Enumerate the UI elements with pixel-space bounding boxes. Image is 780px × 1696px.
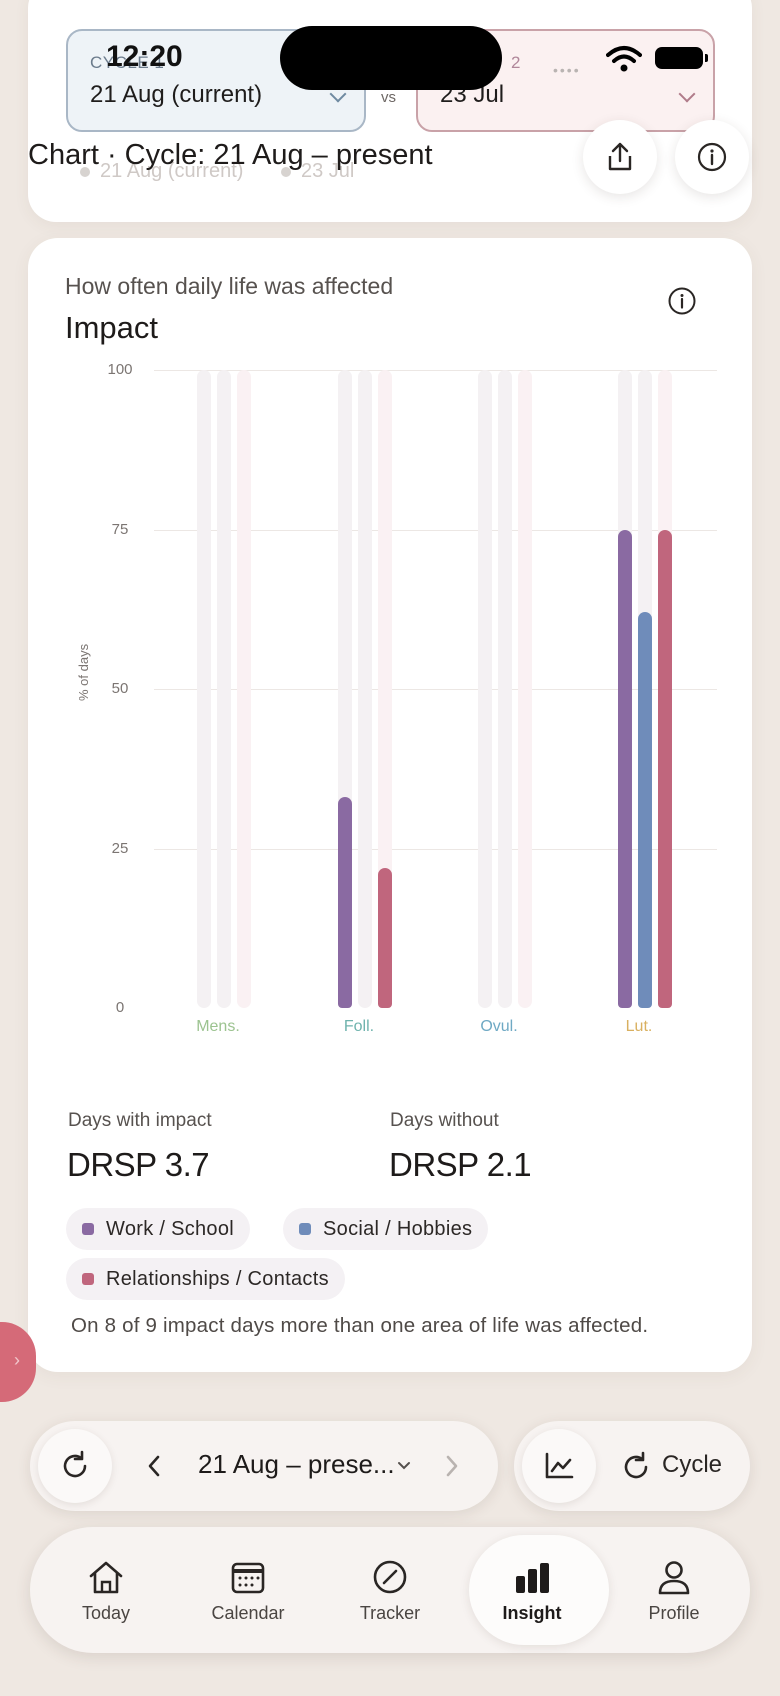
legend-label: Social / Hobbies <box>323 1217 473 1240</box>
nav-calendar[interactable]: Calendar <box>188 1527 308 1653</box>
bar-track <box>378 370 392 1008</box>
y-tick-label: 50 <box>111 680 129 697</box>
battery-icon <box>655 47 708 69</box>
x-tick-label: Foll. <box>343 1018 375 1035</box>
days-with-impact-value: DRSP 3.7 <box>67 1146 210 1183</box>
grid-line <box>154 370 717 371</box>
legend-label: Relationships / Contacts <box>106 1267 329 1290</box>
bar-foll-2[interactable] <box>378 867 392 1008</box>
legend-chip-relationships[interactable]: Relationships / Contacts <box>66 1258 345 1300</box>
home-icon <box>89 1561 123 1594</box>
cycle-b-label: 2 <box>511 53 521 72</box>
bar-track <box>518 370 532 1008</box>
refresh-icon[interactable] <box>620 1451 652 1483</box>
nav-label: Insight <box>502 1603 562 1623</box>
dynamic-island <box>280 26 502 90</box>
bar-track <box>358 370 372 1008</box>
bar-lut-1[interactable] <box>638 612 652 1008</box>
bar-track <box>478 370 492 1008</box>
nav-insight[interactable]: Insight <box>469 1527 609 1653</box>
chart-title: Chart · Cycle: 21 Aug – present <box>28 139 433 171</box>
impact-note: On 8 of 9 impact days more than one area… <box>71 1314 649 1337</box>
view-toggle: Cycle <box>514 1421 750 1511</box>
nav-profile[interactable]: Profile <box>614 1527 734 1653</box>
cycle-a-label: CYCLE 1 <box>90 53 165 72</box>
period-range[interactable]: 21 Aug – prese... <box>198 1449 395 1479</box>
info-button[interactable] <box>675 120 749 194</box>
legend-dot <box>299 1223 311 1235</box>
bar-lut-2[interactable] <box>658 529 672 1008</box>
person-icon <box>658 1561 690 1595</box>
grid-line <box>154 529 717 531</box>
chevron-right-icon: › <box>14 1350 20 1370</box>
x-tick-label: Mens. <box>196 1018 240 1035</box>
legend-previous: 23 Jul <box>300 160 355 182</box>
vs-label: vs <box>381 89 396 106</box>
legend-dot <box>280 167 291 177</box>
status-time: 12:20 <box>106 40 183 73</box>
wifi-icon <box>606 46 642 72</box>
compass-icon <box>373 1560 407 1594</box>
x-tick-label: Lut. <box>625 1018 653 1035</box>
nav-label: Profile <box>648 1603 700 1623</box>
y-tick-label: 0 <box>115 999 125 1016</box>
bar-track <box>237 370 251 1008</box>
bar-track <box>498 370 512 1008</box>
bar-track <box>217 370 231 1008</box>
y-tick-label: 100 <box>107 361 133 378</box>
refresh-button[interactable] <box>38 1429 112 1503</box>
nav-label: Calendar <box>211 1603 285 1623</box>
bar-chart-icon <box>516 1563 549 1593</box>
bar-track <box>197 370 211 1008</box>
chevron-left-icon[interactable] <box>146 1454 162 1478</box>
nav-label: Tracker <box>359 1603 421 1623</box>
nav-tracker[interactable]: Tracker <box>330 1527 450 1653</box>
info-icon <box>697 142 727 172</box>
legend-label: Work / School <box>106 1217 235 1240</box>
impact-title: Impact <box>65 310 159 345</box>
bar-lut-0[interactable] <box>618 529 632 1008</box>
days-with-impact-label: Days with impact <box>68 1110 212 1131</box>
legend-chip-work[interactable]: Work / School <box>66 1208 251 1250</box>
y-tick-label: 25 <box>111 839 129 857</box>
nav-today[interactable]: Today <box>46 1527 166 1653</box>
impact-card: How often daily life was affected Impact… <box>28 238 752 1372</box>
days-without-label: Days without <box>390 1110 499 1131</box>
legend-chip-social[interactable]: Social / Hobbies <box>283 1208 489 1250</box>
legend-dot <box>82 1273 94 1285</box>
share-button[interactable] <box>583 120 657 194</box>
share-icon <box>608 142 632 171</box>
chevron-right-icon[interactable] <box>444 1454 460 1478</box>
compare-legend: 21 Aug (current) 23 Jul <box>80 160 354 183</box>
bar-foll-0[interactable] <box>338 797 352 1008</box>
grid-line <box>154 689 717 690</box>
legend-current: 21 Aug (current) <box>100 160 244 182</box>
info-icon[interactable] <box>667 286 697 316</box>
refresh-icon <box>63 1450 87 1478</box>
nav-label: Today <box>81 1603 131 1623</box>
legend-dot <box>80 167 90 177</box>
bottom-nav: Today Calendar Tracker Insight <box>30 1527 750 1653</box>
impact-bar-chart: % of days 100 75 50 25 0 Mens. Foll. Ovul. Lut. <box>28 238 752 1038</box>
y-axis-title: % of days <box>76 643 91 701</box>
grid-line <box>154 848 717 850</box>
legend-dot <box>82 1223 94 1235</box>
chevron-down-icon <box>398 1462 410 1470</box>
x-tick-label: Ovul. <box>480 1018 518 1035</box>
y-tick-label: 75 <box>111 520 129 538</box>
calendar-icon <box>231 1562 265 1594</box>
chart-view-button[interactable] <box>522 1429 596 1503</box>
signal-dots-icon: •••• <box>553 62 581 78</box>
line-chart-icon <box>545 1452 574 1479</box>
days-without-value: DRSP 2.1 <box>389 1146 532 1183</box>
nav-active-pill <box>469 1535 609 1645</box>
impact-subtitle: How often daily life was affected <box>65 273 394 299</box>
cycle-a-value: 21 Aug (current) <box>90 81 263 108</box>
period-selector: 21 Aug – prese... <box>30 1421 498 1511</box>
cycle-mode-label[interactable]: Cycle <box>662 1451 723 1478</box>
